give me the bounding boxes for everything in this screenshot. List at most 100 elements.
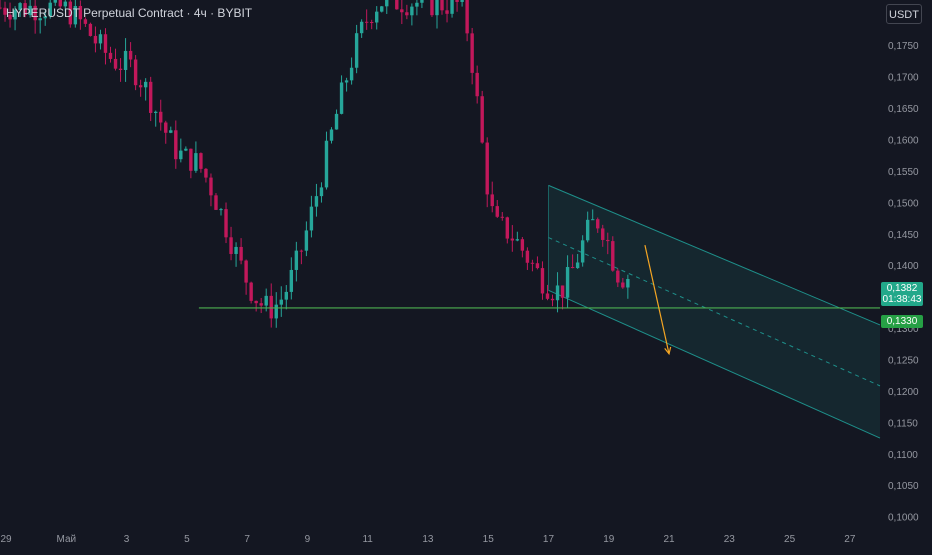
candle-body [324, 140, 329, 188]
time-tick-label: 27 [844, 534, 856, 545]
candle-body [616, 270, 620, 283]
candle-body [169, 130, 173, 133]
time-tick-label: 25 [784, 534, 796, 545]
candle-body [209, 177, 213, 196]
time-tick-label: 11 [362, 534, 373, 545]
candle-body [490, 194, 494, 207]
time-axis[interactable]: 29 Май 3 5 7 9 11 13 15 17 19 21 23 25 27 [0, 534, 855, 545]
candle-body [606, 239, 610, 242]
candle-body [510, 238, 515, 241]
candle-body [495, 206, 499, 217]
price-tick-label: 0,1750 [888, 41, 919, 52]
candle-body [545, 293, 550, 299]
time-tick-label: 5 [184, 534, 190, 545]
candle-body [123, 50, 128, 71]
candle-body [269, 295, 273, 319]
time-tick-label: 29 [0, 534, 12, 545]
candle-body [329, 129, 334, 141]
candle-body [475, 72, 479, 97]
candle-body [420, 0, 424, 3]
channel-upper-line[interactable] [548, 184, 881, 326]
candle-body [400, 9, 404, 13]
price-tick-label: 0,1000 [888, 513, 919, 524]
time-tick-label: 21 [663, 534, 675, 545]
candle-body [344, 80, 349, 83]
arrow-shaft[interactable] [644, 244, 670, 354]
price-tick-label: 0,1650 [888, 104, 919, 115]
candle-body [0, 7, 2, 9]
candle-body [83, 19, 88, 24]
candle-body [530, 262, 535, 264]
candle-body [590, 219, 595, 221]
candle-body [410, 6, 414, 16]
candle-body [465, 0, 469, 34]
candle-body [154, 111, 158, 113]
arrow-head [664, 346, 672, 356]
price-tick-label: 0,1450 [888, 230, 919, 241]
candle-body [435, 0, 439, 16]
candle-body [560, 285, 565, 298]
candle-body [364, 21, 369, 23]
candle-body [430, 0, 434, 16]
candle-body [214, 195, 218, 210]
candle-body [184, 148, 188, 151]
candle-body [319, 187, 324, 197]
candle-body [159, 111, 163, 123]
candle-body [460, 0, 464, 2]
candle-body [525, 250, 530, 263]
price-tick-label: 0,1400 [888, 261, 919, 272]
candle-body [179, 150, 183, 160]
candle-body [455, 0, 459, 2]
projection-arrow[interactable] [644, 244, 672, 356]
candle-body [38, 18, 42, 21]
candle-body [626, 278, 630, 288]
candle-body [33, 5, 37, 21]
candle-body [540, 268, 545, 294]
support-price-tag: 0,1330 [881, 315, 923, 328]
candle-body [565, 267, 570, 298]
candle-body [611, 241, 615, 271]
candle-body [354, 33, 359, 68]
candles [0, 0, 630, 328]
candle-body [23, 3, 27, 16]
time-tick-label: 9 [305, 534, 311, 545]
currency-unit-button[interactable]: USDT [886, 4, 922, 24]
candle-body [58, 0, 62, 7]
candle-body [450, 0, 454, 14]
price-tick-label: 0,1500 [888, 198, 919, 209]
candle-body [128, 50, 133, 60]
price-tick-label: 0,1100 [888, 450, 918, 461]
descending-channel[interactable] [547, 184, 881, 439]
candle-body [88, 23, 93, 36]
time-tick-label: 3 [124, 534, 130, 545]
candle-body [575, 262, 580, 269]
candle-body [219, 209, 223, 211]
price-axis[interactable]: 0,18000,17500,17000,16500,16000,15500,15… [888, 10, 919, 524]
candle-body [249, 282, 253, 301]
candle-body [284, 291, 289, 300]
candle-body [334, 113, 339, 130]
candle-body [239, 246, 243, 261]
candle-body [174, 130, 178, 160]
candle-body [133, 59, 138, 86]
candle-body [73, 6, 78, 25]
time-tick-label: 23 [724, 534, 736, 545]
last-price-value: 0,1382 [886, 283, 918, 294]
channel-lower-line[interactable] [548, 289, 881, 439]
candle-body [264, 295, 268, 306]
candle-body [385, 0, 389, 7]
candle-body [189, 148, 193, 171]
candle-body [98, 34, 103, 44]
candle-body [224, 209, 228, 238]
candle-body [445, 10, 449, 14]
candle-body [244, 260, 248, 283]
time-tick-label: 15 [483, 534, 495, 545]
candle-body [405, 12, 409, 16]
candle-body [369, 22, 374, 24]
candle-body [359, 21, 364, 34]
candle-body [18, 3, 22, 11]
candle-body [621, 282, 625, 288]
candle-body [63, 1, 67, 7]
